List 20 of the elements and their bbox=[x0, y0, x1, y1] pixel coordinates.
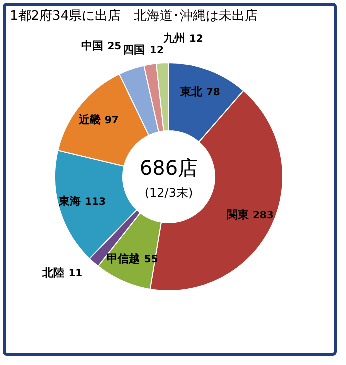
text: 686店 bbox=[140, 156, 198, 180]
slice-label: 中国 bbox=[82, 40, 104, 53]
slice-label: 北陸 bbox=[42, 266, 65, 280]
data-label: 97 bbox=[104, 116, 119, 127]
slice-label: 関東 bbox=[226, 208, 250, 222]
data-label: 11 bbox=[68, 268, 83, 280]
slice-label: 東海 bbox=[58, 195, 82, 208]
slice-label: 近畿 bbox=[78, 114, 101, 127]
slice-label: 四国 bbox=[122, 44, 145, 57]
data-label: 283 bbox=[252, 210, 274, 222]
text: (12/3末) bbox=[144, 186, 194, 200]
slice-label: 東北 bbox=[179, 86, 204, 99]
data-label: 78 bbox=[206, 88, 220, 99]
data-label: 25 bbox=[108, 42, 122, 53]
data-label: 113 bbox=[85, 197, 106, 208]
data-label: 12 bbox=[189, 34, 204, 46]
slice-label: 甲信越 bbox=[106, 252, 140, 266]
slice-label: 九州 bbox=[162, 32, 186, 46]
chart-title: 1都2府34県に出店 北海道･沖縄は未出店 bbox=[10, 8, 258, 24]
data-label: 12 bbox=[150, 46, 164, 57]
